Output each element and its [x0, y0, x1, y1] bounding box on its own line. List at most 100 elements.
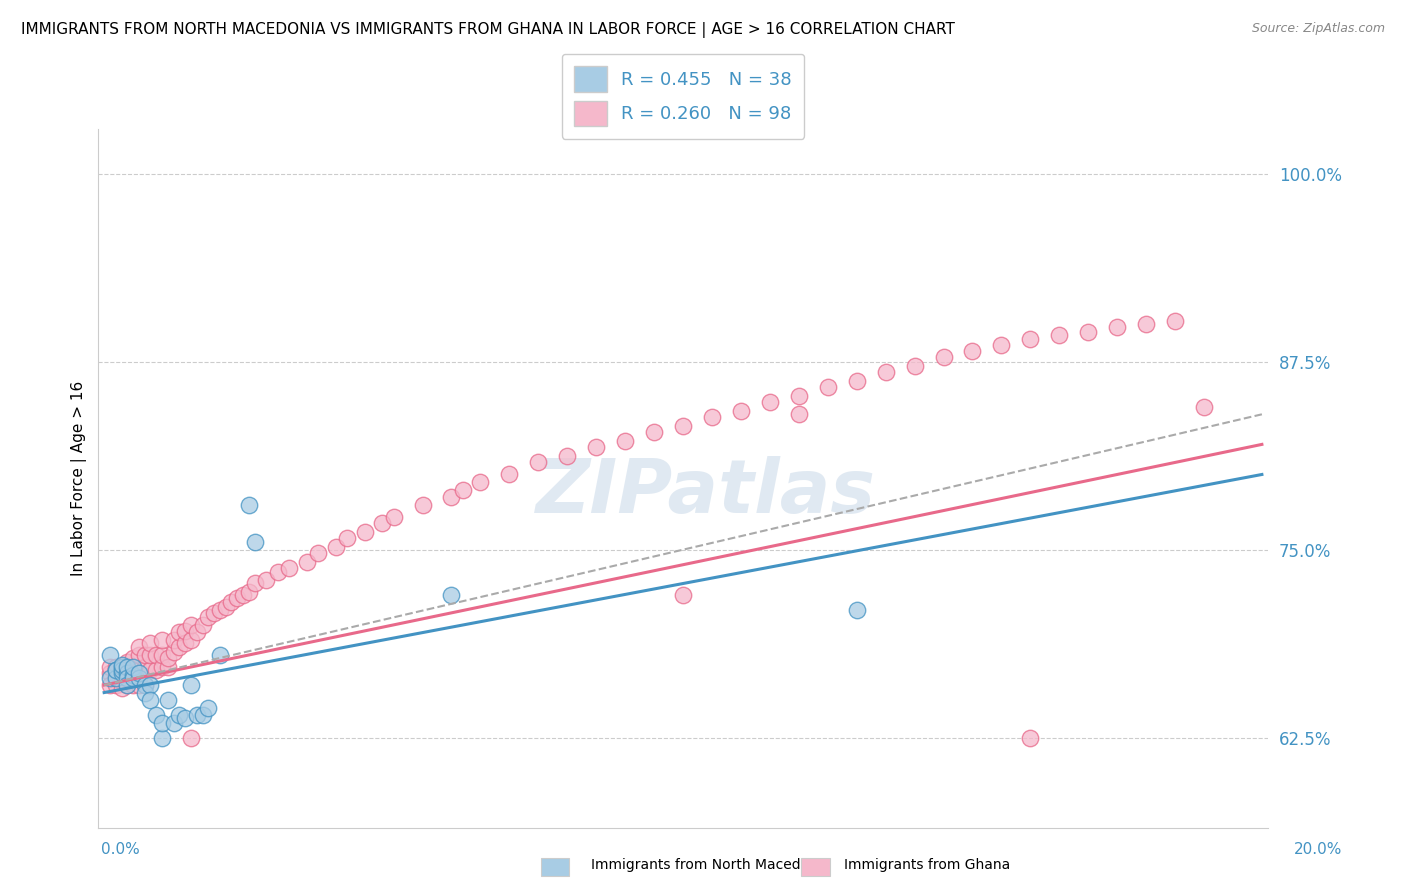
Point: [128, 663, 150, 677]
Point: [128, 648, 150, 662]
Point: [336, 531, 359, 545]
Point: [1192, 400, 1215, 414]
Point: [672, 419, 695, 434]
Point: [232, 588, 254, 602]
Point: [98, 648, 121, 662]
Point: [134, 678, 156, 692]
Point: [1135, 317, 1157, 331]
Point: [134, 648, 156, 662]
Point: [117, 663, 139, 677]
Text: ZIPatlas: ZIPatlas: [537, 456, 876, 529]
Point: [730, 404, 752, 418]
Point: [585, 441, 607, 455]
Point: [145, 708, 167, 723]
Point: [226, 591, 249, 605]
Point: [643, 425, 665, 440]
Point: [150, 660, 173, 674]
Point: [353, 524, 375, 539]
Point: [104, 663, 127, 677]
Point: [156, 693, 179, 707]
Point: [98, 678, 121, 692]
Point: [787, 389, 810, 403]
Point: [128, 666, 150, 681]
Point: [122, 651, 145, 665]
Point: [180, 678, 202, 692]
Point: [104, 671, 127, 685]
Point: [110, 671, 132, 685]
Point: [134, 678, 156, 692]
Point: [122, 660, 145, 674]
Point: [932, 350, 955, 364]
Point: [117, 666, 139, 681]
Point: [150, 632, 173, 647]
Point: [156, 660, 179, 674]
Point: [990, 338, 1012, 352]
Point: [180, 731, 202, 745]
Point: [139, 693, 162, 707]
Text: Source: ZipAtlas.com: Source: ZipAtlas.com: [1251, 22, 1385, 36]
Point: [307, 546, 329, 560]
Point: [527, 455, 550, 469]
Point: [962, 344, 984, 359]
Point: [122, 678, 145, 692]
Point: [1047, 327, 1070, 342]
Point: [162, 645, 184, 659]
Point: [162, 632, 184, 647]
Point: [903, 359, 925, 374]
Point: [110, 660, 132, 674]
Point: [191, 618, 214, 632]
Point: [134, 685, 156, 699]
Point: [122, 660, 145, 674]
Point: [117, 678, 139, 692]
Point: [254, 573, 277, 587]
Text: 20.0%: 20.0%: [1295, 842, 1343, 856]
Point: [197, 610, 219, 624]
Point: [98, 671, 121, 685]
Legend: R = 0.455   N = 38, R = 0.260   N = 98: R = 0.455 N = 38, R = 0.260 N = 98: [561, 54, 804, 139]
Point: [451, 483, 474, 497]
Point: [325, 540, 347, 554]
Point: [117, 671, 139, 685]
Text: 0.0%: 0.0%: [101, 842, 141, 856]
Point: [1019, 332, 1042, 346]
Point: [470, 475, 492, 489]
Point: [117, 660, 139, 674]
Point: [875, 365, 897, 379]
Point: [110, 681, 132, 695]
Point: [208, 603, 231, 617]
Point: [1019, 731, 1042, 745]
Point: [117, 678, 139, 692]
Point: [110, 660, 132, 674]
Point: [440, 490, 463, 504]
Point: [267, 566, 290, 580]
Point: [110, 658, 132, 673]
Point: [117, 656, 139, 670]
Point: [169, 640, 191, 655]
Point: [243, 575, 266, 590]
Text: Immigrants from North Macedonia: Immigrants from North Macedonia: [591, 858, 830, 872]
Text: Immigrants from Ghana: Immigrants from Ghana: [844, 858, 1010, 872]
Point: [122, 667, 145, 681]
Point: [156, 651, 179, 665]
Point: [139, 648, 162, 662]
Point: [122, 671, 145, 685]
Point: [174, 711, 197, 725]
Point: [145, 663, 167, 677]
Point: [139, 636, 162, 650]
Point: [104, 678, 127, 692]
Point: [295, 555, 318, 569]
Point: [672, 588, 695, 602]
Point: [759, 395, 782, 409]
Point: [150, 715, 173, 730]
Point: [186, 625, 208, 640]
Point: [1107, 320, 1129, 334]
Point: [110, 666, 132, 681]
Point: [139, 663, 162, 677]
Point: [122, 671, 145, 685]
Point: [150, 648, 173, 662]
Point: [150, 731, 173, 745]
Point: [145, 648, 167, 662]
Point: [117, 671, 139, 685]
Point: [215, 599, 238, 614]
Point: [382, 509, 405, 524]
